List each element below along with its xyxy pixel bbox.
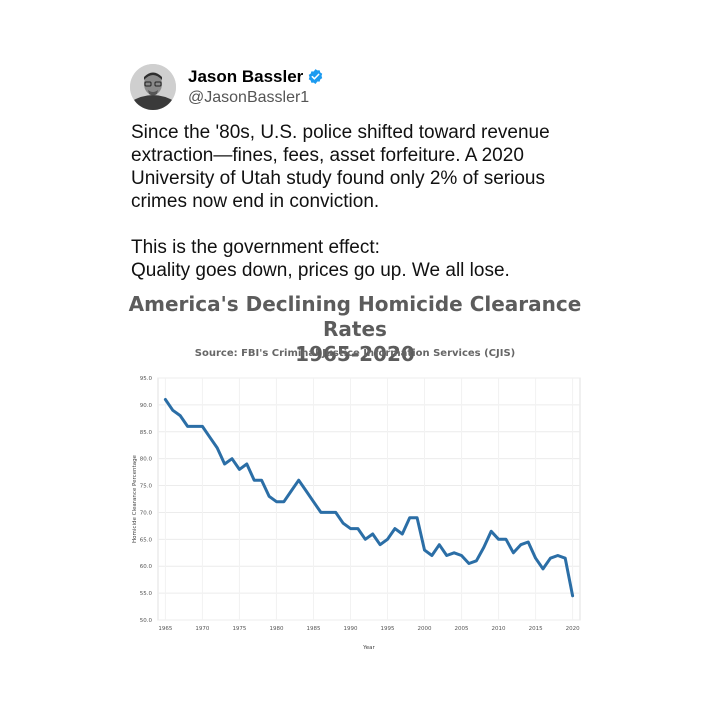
- author-name[interactable]: Jason Bassler: [188, 66, 304, 86]
- author-info: Jason Bassler @JasonBassler1: [188, 67, 324, 108]
- tweet-line: University of Utah study found only 2% o…: [131, 168, 545, 189]
- chart-source: Source: FBI's Criminal Justice Informati…: [194, 348, 516, 359]
- x-tick-label: 2000: [418, 626, 432, 632]
- chart-title-line-1: America's Declining Homicide Clearance R…: [128, 292, 582, 341]
- y-axis-ticks: 95.0 90.0 85.0 80.0 75.0 70.0 65.0 60.0 55.0 50.0: [140, 376, 153, 624]
- y-tick-label: 75.0: [140, 484, 153, 490]
- y-tick-label: 55.0: [140, 591, 153, 597]
- name-row: Jason Bassler: [188, 67, 324, 87]
- author-handle[interactable]: @JasonBassler1: [188, 88, 310, 106]
- tweet-line: crimes now end in conviction.: [131, 191, 380, 212]
- x-tick-label: 1995: [381, 626, 395, 632]
- tweet-text: Since the '80s, U.S. police shifted towa…: [131, 121, 611, 282]
- tweet-line: This is the government effect:: [131, 237, 380, 258]
- paragraph-gap: [131, 213, 611, 236]
- y-tick-label: 50.0: [140, 618, 153, 624]
- tweet-line: extraction—fines, fees, asset forfeiture…: [131, 145, 524, 166]
- tweet-line: Since the '80s, U.S. police shifted towa…: [131, 122, 550, 143]
- chart-grid: [157, 377, 581, 621]
- y-tick-label: 80.0: [140, 457, 153, 463]
- x-tick-label: 1975: [232, 626, 246, 632]
- y-tick-label: 95.0: [140, 376, 153, 382]
- profile-photo-icon: [130, 64, 176, 110]
- y-axis-label: Homicide Clearance Percentage: [132, 454, 138, 543]
- x-tick-label: 1965: [158, 626, 172, 632]
- x-tick-label: 1990: [343, 626, 357, 632]
- x-tick-label: 1980: [269, 626, 283, 632]
- y-tick-label: 90.0: [140, 403, 153, 409]
- y-tick-label: 85.0: [140, 430, 153, 436]
- x-tick-label: 1985: [306, 626, 320, 632]
- tweet-line: Quality goes down, prices go up. We all …: [131, 260, 510, 281]
- x-tick-label: 2015: [529, 626, 543, 632]
- x-tick-label: 2020: [566, 626, 580, 632]
- y-tick-label: 65.0: [140, 537, 153, 543]
- plot-frame: [157, 377, 581, 621]
- line-chart: 95.0 90.0 85.0 80.0 75.0 70.0 65.0 60.0 55.0 50.0…: [132, 376, 581, 651]
- x-axis-label: Year: [362, 645, 375, 651]
- x-tick-label: 1970: [195, 626, 209, 632]
- x-tick-label: 2005: [455, 626, 469, 632]
- tweet-header: Jason Bassler @JasonBassler1: [130, 64, 324, 110]
- chart-title-line-2: 1965-2020: [295, 342, 415, 366]
- y-tick-label: 60.0: [140, 564, 153, 570]
- series-line: [163, 398, 575, 598]
- verified-badge-icon: [307, 68, 324, 85]
- x-tick-label: 2010: [492, 626, 506, 632]
- avatar[interactable]: [130, 64, 176, 110]
- x-axis-ticks: 1965 1970 1975 1980 1985 1990 1995 2000 2005 2010…: [158, 626, 580, 632]
- y-tick-label: 70.0: [140, 510, 153, 516]
- chart-title: America's Declining Homicide Clearance R…: [100, 292, 610, 367]
